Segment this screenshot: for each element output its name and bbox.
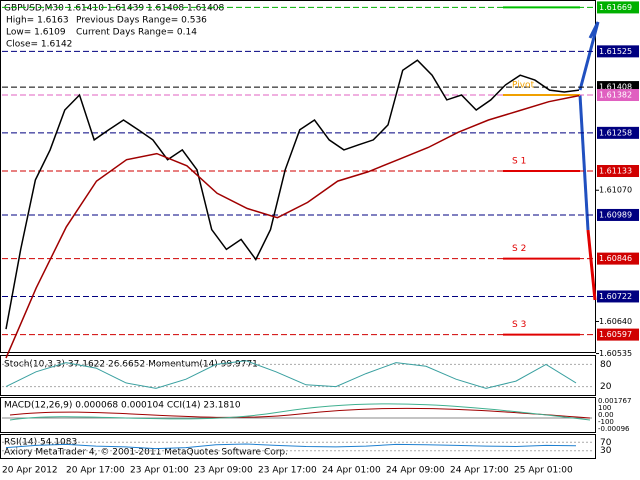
- forecast-down: [578, 94, 590, 231]
- macd-panel: [0, 397, 596, 433]
- forecast-down-2: [586, 229, 597, 301]
- scale-label: 0.00: [598, 411, 614, 419]
- y-tick-label: 1.60535: [599, 349, 632, 358]
- scale-label: 70: [600, 438, 612, 448]
- price-box: [597, 252, 639, 265]
- time-label: 20 Apr 17:00: [66, 466, 125, 476]
- time-label: 23 Apr 09:00: [194, 466, 253, 476]
- scale-label: 100: [598, 404, 611, 412]
- prev-range: Previous Days Range= 0.536: [76, 16, 207, 26]
- scale-label: 20: [600, 382, 612, 392]
- y-tick-label: 1.61525: [599, 47, 632, 56]
- y-tick-label: 1.60640: [599, 317, 632, 326]
- time-label: 24 Apr 01:00: [322, 466, 381, 476]
- y-tick-label: 1.61133: [599, 167, 632, 176]
- price-box: [597, 1, 639, 14]
- time-label: 23 Apr 17:00: [258, 466, 317, 476]
- time-label: 24 Apr 09:00: [386, 466, 445, 476]
- price-box: [597, 126, 639, 139]
- main-panel: [0, 0, 596, 353]
- rsi-line: [5, 443, 577, 450]
- time-label: 20 Apr 2012: [2, 466, 58, 476]
- time-label: 25 Apr 01:00: [514, 466, 573, 476]
- y-tick-label: 1.60989: [599, 210, 632, 219]
- level-label: R 1: [512, 0, 527, 3]
- y-tick-label: 1.61669: [599, 3, 632, 12]
- level-label: S 3: [512, 320, 526, 330]
- low: Low= 1.6109: [6, 28, 66, 38]
- rsi-label: RSI(14) 54.1083: [4, 438, 77, 448]
- price-box: [597, 165, 639, 178]
- price-box: [597, 45, 639, 58]
- price-box: [597, 89, 639, 102]
- moving-average: [5, 94, 580, 359]
- y-tick-label: 1.61258: [599, 128, 632, 137]
- price-box: [597, 328, 639, 341]
- cur-range: Current Days Range= 0.14: [76, 28, 197, 38]
- scale-label: 0.001767: [598, 397, 631, 405]
- time-label: 23 Apr 01:00: [130, 466, 189, 476]
- close: Close= 1.6142: [6, 40, 72, 50]
- stoch-panel: [0, 355, 596, 396]
- scale-label: 30: [600, 446, 612, 456]
- level-label: S 1: [512, 157, 526, 167]
- price-line-series: [5, 59, 580, 330]
- rsi-panel: [0, 434, 596, 459]
- cci-line: [9, 403, 591, 421]
- macd-signal: [9, 407, 591, 419]
- y-tick-label: 1.61408: [599, 83, 632, 92]
- price-box: [597, 208, 639, 221]
- macd-label: MACD(12,26,9) 0.000068 0.000104 CCI(14) …: [4, 401, 241, 411]
- forecast-up: [578, 21, 600, 91]
- high: High= 1.6163: [6, 16, 69, 26]
- scale-label: 80: [600, 360, 612, 370]
- y-tick-label: 1.61382: [599, 91, 632, 100]
- scale-label: -0.00096: [598, 425, 630, 433]
- stoch-line: [5, 360, 577, 389]
- time-label: 24 Apr 17:00: [450, 466, 509, 476]
- symbol-line: GBPUSD,M30 1.61410 1.61439 1.61408 1.614…: [4, 4, 224, 14]
- y-tick-label: 1.60597: [599, 330, 632, 339]
- level-label: S 2: [512, 244, 526, 254]
- scale-label: -100: [598, 418, 614, 426]
- y-tick-label: 1.61070: [599, 186, 632, 195]
- level-label: Pivot: [512, 81, 535, 91]
- y-tick-label: 1.60846: [599, 254, 632, 263]
- price-box: [597, 290, 639, 303]
- footer: Axiory MetaTrader 4, © 2001-2011 MetaQuo…: [4, 448, 288, 458]
- y-tick-label: 1.60722: [599, 292, 632, 301]
